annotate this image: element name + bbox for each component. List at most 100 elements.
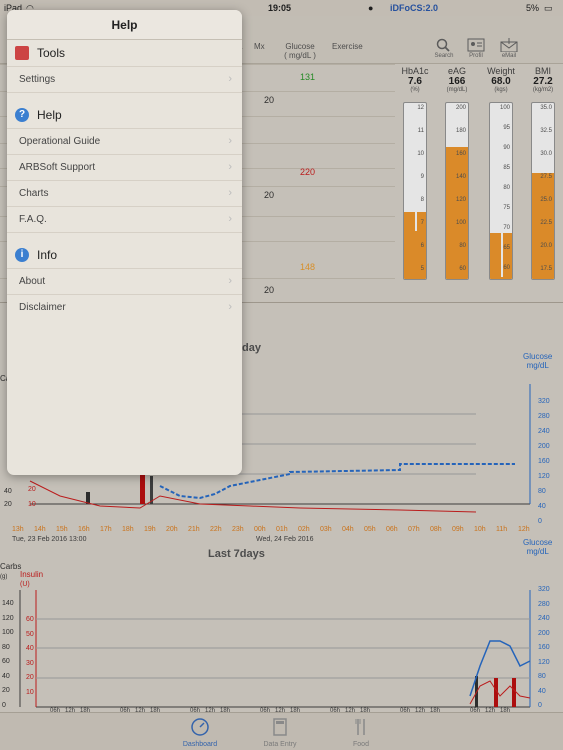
globe-icon: ●: [368, 3, 374, 13]
hour-tick-label: 12h: [205, 708, 216, 714]
menu-item-arbsoft-support[interactable]: ARBSoft Support ›: [7, 154, 242, 180]
y-tick-label: 40: [2, 672, 10, 680]
hour-tick-label: 06h: [190, 708, 201, 714]
chevron-right-icon: ›: [228, 161, 232, 173]
x-tick-label: 14h: [34, 526, 46, 533]
arrow-down-icon: [501, 233, 503, 277]
section-tools: Tools: [7, 40, 242, 66]
y-tick-label: 120: [538, 658, 550, 666]
x-tick-label: 22h: [210, 526, 222, 533]
hour-tick-label: 12h: [65, 708, 76, 714]
gauge-tube: 35.0 32.5 30.0 27.5 25.0 22.5 20.0 17.5: [531, 102, 555, 280]
x-tick-label: 23h: [232, 526, 244, 533]
y-tick-label: 240: [538, 428, 550, 435]
y-tick-label: 10: [26, 688, 34, 696]
x-tick-label: 15h: [56, 526, 68, 533]
email-button[interactable]: eMail: [496, 38, 522, 59]
glucose-reading-1: 131: [300, 72, 316, 82]
y-tick-label: 280: [538, 600, 550, 608]
menu-item-charts[interactable]: Charts ›: [7, 180, 242, 206]
gauge-weight: Weight 68.0 (kgs) 100 95 90 85 80 75 70 65 60: [484, 66, 518, 280]
hour-tick-label: 12h: [485, 708, 496, 714]
hour-tick-label: 18h: [360, 708, 371, 714]
battery-level: 5%: [526, 3, 540, 13]
calculator-icon: [273, 718, 287, 736]
menu-item-about[interactable]: About ›: [7, 268, 242, 294]
x-tick-label: 03h: [320, 526, 332, 533]
x-tick-label: 21h: [188, 526, 200, 533]
x-tick-label: 08h: [430, 526, 442, 533]
chevron-right-icon: ›: [228, 213, 232, 225]
x-tick-label: 16h: [78, 526, 90, 533]
profile-button[interactable]: Profil: [463, 38, 489, 59]
carb-bar: [86, 492, 90, 504]
y-tick-label: 30: [26, 659, 34, 667]
y-tick-label: 160: [538, 644, 550, 651]
y-tick-label: 240: [538, 615, 550, 622]
x-tick-label: 17h: [100, 526, 112, 533]
y-tick-label: 0: [2, 701, 6, 709]
hour-tick-label: 18h: [500, 708, 511, 714]
col-header-exercise: Exercise: [332, 42, 363, 51]
hour-tick-label: 12h: [345, 708, 356, 714]
y-tick-label: 80: [538, 673, 546, 680]
hour-tick-label: 18h: [290, 708, 301, 714]
y-tick-label: 280: [538, 413, 550, 420]
mx-value-2: 20: [264, 190, 275, 200]
gauge-eag: eAG 166 (mg/dL) 200 180 160 140 120 100 80 60: [440, 66, 474, 280]
hour-tick-label: 12h: [135, 708, 146, 714]
gauge-tube: 12 11 10 9 8 7 6 5: [403, 102, 427, 280]
info-icon: i: [15, 248, 29, 262]
clock: 19:05: [268, 3, 292, 13]
week-glucose-label: Glucose mg/dL: [523, 538, 553, 556]
y-tick-label: 40: [538, 687, 546, 695]
hour-tick-label: 06h: [470, 708, 481, 714]
y-tick-label: 60: [2, 658, 10, 665]
y-tick-label: 0: [538, 702, 542, 709]
hour-tick-label: 06h: [330, 708, 341, 714]
section-help: ? Help: [7, 102, 242, 128]
status-bar: iPad ◠ 19:05 ● iDFoCS:2.0 5% ▭: [0, 0, 563, 16]
week-carbs-label: Carbs (g): [0, 562, 22, 580]
y-tick-label: 80: [538, 488, 546, 495]
search-button[interactable]: Search: [431, 38, 457, 59]
y-tick-label: 140: [2, 600, 14, 607]
battery-icon: ▭: [544, 3, 553, 13]
tab-data-entry[interactable]: Data Entry: [250, 717, 310, 748]
day-date-start: Tue, 23 Feb 2016 13:00: [12, 536, 87, 543]
menu-item-operational-guide[interactable]: Operational Guide ›: [7, 128, 242, 154]
y-tick-label: 320: [538, 586, 550, 593]
x-tick-label: 07h: [408, 526, 420, 533]
hour-tick-label: 06h: [260, 708, 271, 714]
menu-item-faq[interactable]: F.A.Q. ›: [7, 206, 242, 232]
hour-tick-label: 06h: [50, 708, 61, 714]
x-tick-label: 19h: [144, 526, 156, 533]
day-glucose-label: Glucose mg/dL: [523, 352, 553, 370]
hour-tick-label: 18h: [430, 708, 441, 714]
x-tick-label: 18h: [122, 526, 134, 533]
help-popover: Help Tools Settings › ? Help Operational …: [7, 10, 242, 475]
carb-bar: [150, 476, 153, 504]
gauge-tube: 100 95 90 85 80 75 70 65 60: [489, 102, 513, 280]
glucose-reading-3: 148: [300, 262, 316, 272]
x-tick-label: 01h: [276, 526, 288, 533]
col-header-mx: Mx: [254, 42, 265, 51]
x-tick-label: 05h: [364, 526, 376, 533]
email-icon: [500, 38, 518, 52]
menu-item-settings[interactable]: Settings ›: [7, 66, 242, 92]
chevron-right-icon: ›: [228, 301, 232, 313]
x-tick-label: 00h: [254, 526, 266, 533]
hour-tick-label: 18h: [80, 708, 91, 714]
gauge-hba1c: HbA1c 7.6 (%) 12 11 10 9 8 7 6 5: [398, 66, 432, 280]
week-chart-svg: [19, 590, 531, 708]
gauge-tube: 200 180 160 140 120 100 80 60: [445, 102, 469, 280]
hour-tick-label: 12h: [415, 708, 426, 714]
menu-item-disclaimer[interactable]: Disclaimer ›: [7, 294, 242, 320]
app-id: iDFoCS:2.0: [390, 3, 439, 13]
search-icon: [436, 38, 450, 52]
chevron-right-icon: ›: [228, 275, 232, 287]
y-tick-label: 60: [26, 616, 34, 623]
tab-food[interactable]: Food: [331, 717, 391, 748]
y-tick-label: 80: [2, 643, 10, 651]
tab-dashboard[interactable]: Dashboard: [170, 717, 230, 748]
